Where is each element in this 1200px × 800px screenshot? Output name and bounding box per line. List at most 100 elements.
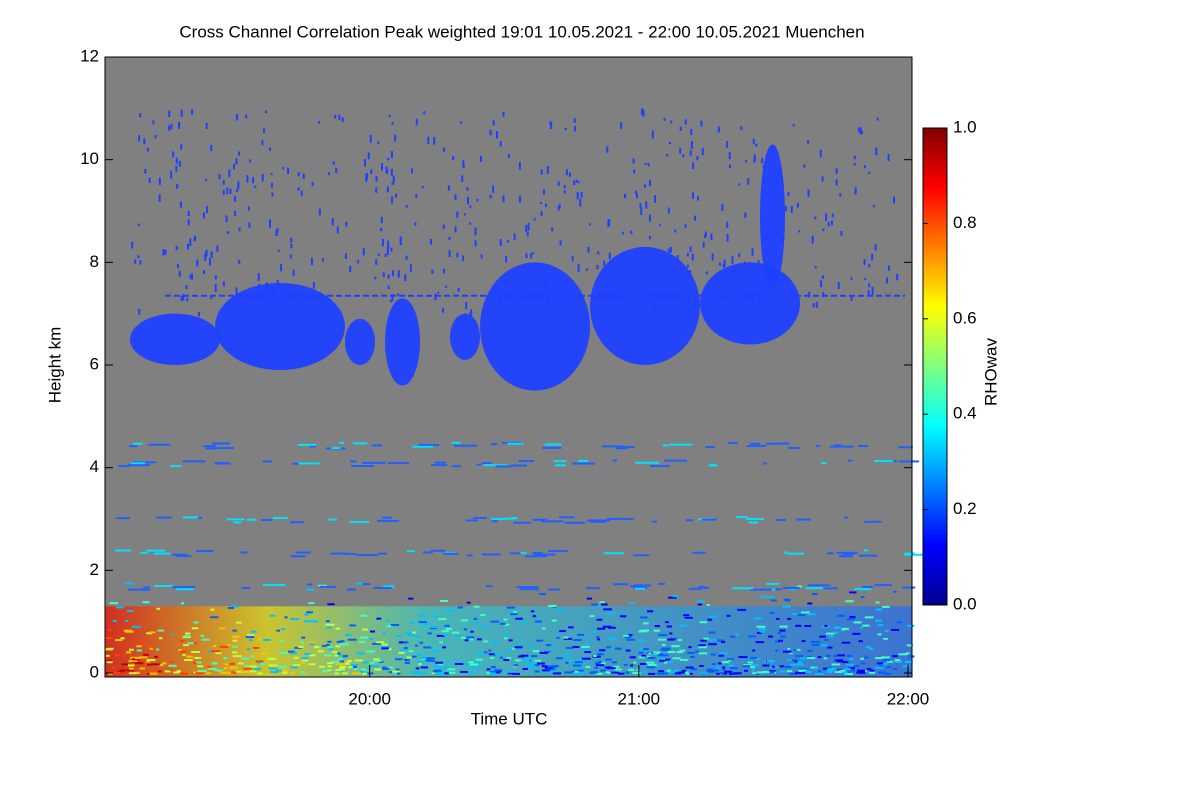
- texture: [527, 222, 530, 231]
- texture: [695, 650, 700, 653]
- texture: [396, 634, 402, 637]
- texture: [699, 664, 704, 667]
- texture: [153, 670, 160, 673]
- texture: [549, 669, 556, 672]
- texture: [128, 660, 138, 663]
- texture: [641, 311, 644, 317]
- texture: [833, 626, 841, 629]
- texture: [765, 596, 775, 599]
- texture: [396, 293, 399, 296]
- texture: [507, 442, 524, 445]
- texture: [154, 134, 157, 139]
- texture: [722, 263, 725, 268]
- texture: [661, 647, 671, 650]
- texture: [861, 130, 864, 134]
- texture: [325, 643, 330, 646]
- texture: [808, 291, 811, 298]
- texture: [210, 251, 213, 256]
- texture: [489, 672, 496, 675]
- texture: [515, 659, 521, 662]
- texture: [752, 138, 755, 145]
- texture: [787, 552, 805, 555]
- texture: [158, 177, 161, 186]
- texture: [275, 669, 282, 672]
- texture: [356, 554, 378, 557]
- texture: [544, 650, 551, 653]
- texture: [154, 584, 174, 587]
- texture: [875, 608, 883, 611]
- texture: [391, 196, 394, 204]
- texture: [501, 517, 515, 520]
- texture: [563, 190, 566, 194]
- texture: [492, 120, 495, 126]
- texture: [660, 654, 669, 657]
- texture: [811, 592, 818, 595]
- texture: [483, 464, 508, 467]
- texture: [550, 121, 553, 129]
- texture: [633, 586, 648, 589]
- texture: [431, 615, 438, 618]
- texture: [229, 666, 238, 669]
- texture: [348, 666, 353, 669]
- texture: [807, 602, 813, 605]
- texture: [204, 253, 207, 261]
- texture: [724, 670, 733, 673]
- texture: [667, 596, 677, 599]
- texture: [596, 604, 601, 607]
- texture: [418, 444, 440, 447]
- texture: [246, 175, 249, 183]
- texture: [497, 670, 502, 673]
- texture: [755, 641, 764, 644]
- texture: [776, 229, 779, 236]
- texture: [706, 668, 713, 671]
- texture: [499, 239, 502, 247]
- texture: [727, 658, 735, 661]
- texture: [864, 656, 869, 659]
- texture: [342, 655, 348, 658]
- texture: [391, 122, 394, 125]
- texture: [762, 164, 765, 170]
- texture: [587, 246, 590, 253]
- texture: [460, 670, 468, 673]
- texture: [196, 661, 202, 664]
- texture: [597, 627, 606, 630]
- chart-title: Cross Channel Correlation Peak weighted …: [179, 22, 864, 41]
- texture: [782, 605, 791, 608]
- colorbar-tick-label: 0.8: [953, 213, 977, 232]
- texture: [410, 168, 413, 174]
- texture: [244, 665, 251, 668]
- texture: [612, 459, 618, 462]
- texture: [807, 584, 831, 587]
- texture: [574, 661, 583, 664]
- texture: [868, 171, 871, 174]
- texture: [875, 147, 878, 156]
- texture: [706, 670, 715, 673]
- texture: [792, 612, 797, 615]
- texture: [596, 618, 603, 621]
- texture: [445, 627, 453, 630]
- texture: [753, 154, 756, 162]
- texture: [814, 265, 817, 269]
- texture: [834, 659, 844, 662]
- texture: [638, 656, 645, 659]
- texture: [901, 586, 916, 589]
- texture: [235, 158, 238, 165]
- texture: [793, 649, 799, 652]
- cloud: [345, 318, 375, 365]
- texture: [164, 249, 167, 255]
- texture: [460, 636, 467, 639]
- texture: [390, 168, 393, 176]
- texture: [676, 651, 683, 654]
- texture: [492, 185, 495, 193]
- texture: [568, 626, 574, 629]
- texture: [206, 206, 209, 214]
- texture: [697, 585, 706, 588]
- texture: [304, 613, 309, 616]
- texture: [775, 617, 780, 620]
- texture: [861, 585, 873, 588]
- texture: [885, 666, 892, 669]
- texture: [605, 671, 609, 674]
- texture: [417, 672, 426, 675]
- texture: [108, 629, 112, 632]
- texture: [442, 224, 445, 229]
